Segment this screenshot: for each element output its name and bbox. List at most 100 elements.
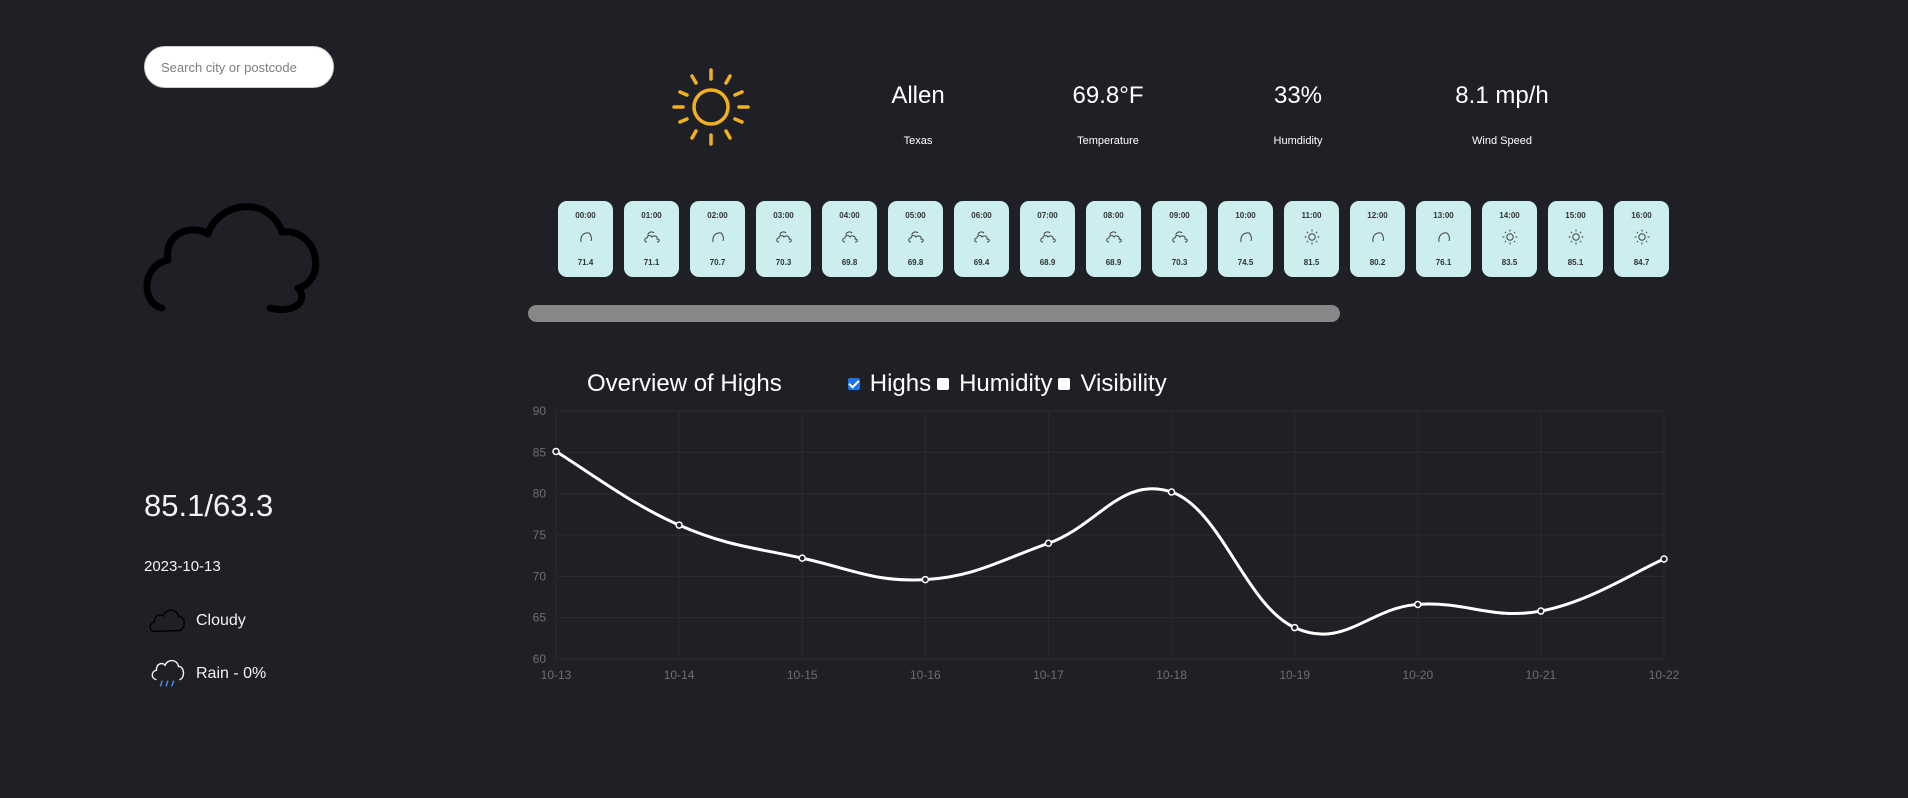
toggle-visibility[interactable]: Visibility	[1052, 370, 1167, 398]
hour-time: 06:00	[971, 211, 992, 220]
cloud-icon	[143, 203, 320, 313]
data-point[interactable]	[1414, 600, 1422, 609]
x-tick-label: 10-18	[1156, 668, 1187, 682]
chart-header: Overview of Highs Highs Humidity Visibil…	[587, 370, 1167, 398]
hour-time: 14:00	[1499, 211, 1520, 220]
hour-time: 16:00	[1631, 211, 1652, 220]
chart-title: Overview of Highs	[587, 370, 782, 397]
y-tick-label: 80	[533, 487, 547, 501]
hour-card[interactable]: 05:00 69.8	[888, 201, 943, 277]
hour-card[interactable]: 14:00 83.5	[1482, 201, 1537, 277]
data-point[interactable]	[798, 554, 806, 562]
y-tick-label: 75	[533, 528, 547, 542]
x-tick-label: 10-22	[1649, 668, 1680, 682]
hour-temp: 69.4	[973, 258, 990, 267]
hour-time: 15:00	[1565, 211, 1586, 220]
hour-card[interactable]: 03:00 70.3	[756, 201, 811, 277]
y-tick-label: 60	[533, 652, 547, 666]
hour-card[interactable]: 06:00 69.4	[954, 201, 1009, 277]
hour-temp: 69.8	[841, 258, 858, 267]
hour-time: 03:00	[773, 211, 794, 220]
hour-card[interactable]: 11:00 81.5	[1284, 201, 1339, 277]
data-point[interactable]	[675, 521, 683, 529]
hour-temp: 80.2	[1369, 258, 1386, 267]
highs-series-line	[555, 450, 1665, 636]
hour-card[interactable]: 00:00 71.4	[558, 201, 613, 277]
hour-card[interactable]: 12:00 80.2	[1350, 201, 1405, 277]
chart-grid	[555, 410, 1665, 660]
rain-label: Rain - 0%	[196, 665, 267, 682]
data-point[interactable]	[1290, 623, 1299, 632]
x-tick-label: 10-15	[787, 668, 818, 682]
search-input[interactable]	[144, 46, 334, 88]
humidity-value: 33%	[1273, 82, 1323, 109]
sun-icon	[1303, 223, 1321, 250]
region-name: Texas	[903, 135, 933, 147]
hour-card[interactable]: 04:00 69.8	[822, 201, 877, 277]
moon-icon	[577, 223, 595, 250]
data-point[interactable]	[921, 575, 930, 584]
wind-label: Wind Speed	[1472, 135, 1532, 147]
city-name: Allen	[891, 82, 945, 109]
highs-checkbox[interactable]	[847, 378, 860, 390]
hour-card[interactable]: 09:00 70.3	[1152, 201, 1207, 277]
y-tick-label: 65	[533, 611, 547, 625]
hour-card[interactable]: 02:00 70.7	[690, 201, 745, 277]
wind-value: 8.1 mp/h	[1455, 82, 1549, 109]
small-cloud-icon	[149, 609, 185, 633]
x-tick-label: 10-20	[1402, 668, 1433, 682]
cloudy-moon-icon	[973, 223, 991, 250]
data-point[interactable]	[1167, 488, 1176, 496]
data-point[interactable]	[1537, 607, 1545, 615]
humidity-stat: 33% Humdidity	[1198, 82, 1398, 147]
highs-line-chart: 60 65 70 75 80 85 90 10-13 10-14 10-15 10-16 10-17…	[533, 404, 1680, 682]
hour-card[interactable]: 07:00 68.9	[1020, 201, 1075, 277]
hourly-forecast-strip[interactable]: 00:00 71.4 01:00 71.1 02:00 70.7 03:00 70.3 04:0…	[558, 201, 1669, 277]
forecast-date: 2023-10-13	[144, 558, 221, 575]
hour-card[interactable]: 08:00 68.9	[1086, 201, 1141, 277]
hour-temp: 68.9	[1105, 258, 1122, 267]
hour-card[interactable]: 13:00 76.1	[1416, 201, 1471, 277]
cloudy-moon-icon	[775, 223, 793, 250]
hourly-scrollbar[interactable]	[528, 305, 1340, 322]
toggle-humidity[interactable]: Humidity	[931, 370, 1052, 398]
hour-time: 11:00	[1301, 211, 1322, 220]
hour-time: 12:00	[1367, 211, 1388, 220]
moon-icon	[1369, 223, 1387, 250]
hour-time: 10:00	[1235, 211, 1256, 220]
hour-time: 00:00	[575, 211, 596, 220]
data-point[interactable]	[1660, 555, 1668, 563]
hour-card[interactable]: 01:00 71.1	[624, 201, 679, 277]
cloudy-moon-icon	[907, 223, 925, 250]
hour-card[interactable]: 10:00 74.5	[1218, 201, 1273, 277]
hour-card[interactable]: 15:00 85.1	[1548, 201, 1603, 277]
humidity-checkbox[interactable]	[937, 378, 950, 390]
hour-temp: 83.5	[1501, 258, 1518, 267]
hour-card[interactable]: 16:00 84.7	[1614, 201, 1669, 277]
humidity-toggle-label: Humidity	[959, 370, 1053, 397]
hour-time: 09:00	[1169, 211, 1190, 220]
hour-time: 08:00	[1103, 211, 1124, 220]
sun-icon	[1567, 223, 1585, 250]
moon-icon	[1237, 223, 1255, 250]
hour-time: 01:00	[641, 211, 662, 220]
sun-icon	[672, 68, 750, 146]
hour-temp: 68.9	[1039, 258, 1056, 267]
rain-cloud-icon	[151, 659, 185, 687]
temperature-label: Temperature	[1077, 135, 1139, 147]
y-tick-label: 70	[533, 569, 547, 583]
data-point[interactable]	[552, 447, 560, 456]
y-axis: 60 65 70 75 80 85 90	[533, 404, 547, 666]
hour-temp: 81.5	[1303, 258, 1320, 267]
x-tick-label: 10-16	[910, 668, 941, 682]
cloudy-moon-icon	[1171, 223, 1189, 250]
wind-stat: 8.1 mp/h Wind Speed	[1402, 82, 1602, 147]
visibility-checkbox[interactable]	[1058, 378, 1071, 390]
hour-time: 04:00	[839, 211, 860, 220]
location-stat: Allen Texas	[818, 82, 1018, 147]
hour-temp: 84.7	[1633, 258, 1650, 267]
temperature-stat: 69.8°F Temperature	[1008, 82, 1208, 147]
y-tick-label: 90	[533, 404, 547, 418]
toggle-highs[interactable]: Highs	[842, 370, 931, 398]
data-point[interactable]	[1044, 539, 1053, 548]
